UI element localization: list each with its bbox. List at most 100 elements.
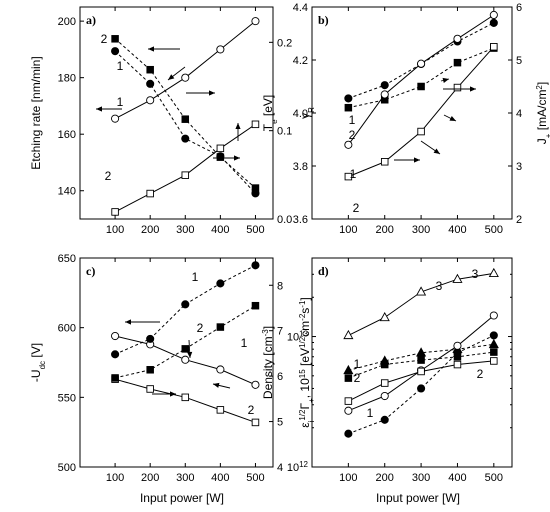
curve-label: 2 — [248, 403, 255, 417]
data-point — [111, 208, 119, 216]
data-point — [344, 94, 353, 103]
y-tick-label-right: 4 — [516, 108, 522, 120]
plot-frame — [79, 6, 274, 220]
curve-label: 2 — [477, 367, 484, 381]
data-point — [344, 374, 353, 382]
y-tick-label-left: 550 — [58, 392, 76, 404]
data-point — [146, 79, 155, 88]
data-point — [379, 311, 390, 322]
data-point — [417, 356, 425, 364]
y-tick-label-left: 3.8 — [293, 161, 308, 173]
data-point — [251, 418, 260, 427]
data-point — [490, 348, 498, 356]
series-line — [348, 272, 494, 336]
arrow-head — [209, 90, 215, 96]
data-point — [216, 45, 225, 54]
data-point — [251, 184, 260, 192]
y-axis-title-left: Etching rate [nm/min] — [29, 56, 43, 169]
data-point — [146, 96, 155, 105]
y-tick-label-left: 140 — [58, 186, 76, 198]
data-point — [417, 367, 425, 376]
y-tick-label-left: 180 — [58, 73, 76, 85]
data-point — [488, 338, 499, 349]
data-point — [181, 115, 190, 123]
data-point — [181, 345, 190, 353]
x-tick-label: 500 — [485, 472, 503, 484]
y-tick-label-left: 1012 — [287, 460, 309, 475]
y-axis-title-left: -Udc [V] — [29, 343, 47, 382]
y-tick-label-right: 0.1 — [277, 126, 292, 138]
y-tick-label-left: 3.6 — [293, 214, 308, 226]
curve-label: 1 — [367, 406, 374, 420]
arrow-head — [170, 391, 176, 397]
arrow-head — [213, 382, 220, 388]
arrow-head — [234, 155, 240, 161]
x-tick-label: 100 — [106, 472, 124, 484]
y-tick-label-right: 4 — [277, 462, 283, 474]
data-point — [453, 353, 462, 361]
arrow-head — [187, 351, 193, 358]
data-point — [344, 429, 353, 438]
y-tick-label-left: 650 — [58, 253, 76, 265]
series-line — [114, 305, 256, 379]
data-point — [146, 366, 154, 374]
y-tick-label-right: 3 — [516, 161, 522, 173]
arrow-head — [125, 319, 131, 325]
data-point — [181, 355, 190, 364]
curve-label: 1 — [350, 167, 357, 181]
plot-frame — [311, 6, 513, 220]
panel-letter: a) — [86, 13, 96, 27]
data-point — [146, 334, 155, 343]
y-axis-title-right: J+ [mA/cm2] — [535, 82, 550, 144]
panel-a: 100 200 300 400 500 140 160 180 200 0.0 0.1 0.2 a) Et… — [29, 6, 316, 236]
data-point — [111, 331, 120, 341]
curve-label: 1 — [241, 336, 248, 350]
data-point — [380, 90, 389, 99]
data-point — [452, 273, 463, 283]
data-point — [380, 379, 389, 387]
data-point — [146, 385, 154, 393]
y-tick-label-right: 6 — [516, 2, 522, 14]
data-point — [111, 35, 119, 43]
data-point — [453, 83, 462, 92]
data-point — [146, 189, 154, 198]
plot-frame — [311, 257, 513, 468]
x-tick-label: 400 — [211, 224, 229, 236]
series-line — [348, 334, 495, 435]
data-point — [488, 267, 499, 278]
y-tick-label-left: 600 — [58, 323, 76, 335]
data-point — [490, 357, 498, 365]
data-point — [453, 58, 462, 67]
y-tick-label-right: 7 — [277, 326, 283, 338]
y-axis-title-left: Te [eV] — [261, 95, 279, 131]
x-tick-label: 200 — [376, 472, 394, 484]
x-tick-label: 200 — [141, 472, 159, 484]
curve-label: 2 — [349, 128, 356, 142]
data-point — [111, 350, 120, 359]
y-tick-label-right: 5 — [277, 417, 283, 429]
data-point — [251, 261, 260, 270]
y-tick-label-left: 4.0 — [293, 108, 308, 120]
arrow-head — [414, 157, 420, 163]
x-tick-label: 400 — [448, 224, 466, 236]
y-tick-label-right: 8 — [277, 280, 283, 292]
y-tick-label-left: 1013 — [287, 329, 309, 344]
data-point — [146, 65, 154, 74]
curve-label: 3 — [472, 267, 479, 281]
data-point — [380, 81, 389, 90]
data-point — [416, 286, 427, 296]
y-tick-label-left: 4.4 — [293, 2, 308, 14]
arrow-head — [96, 106, 102, 112]
arrow-head — [168, 74, 175, 80]
y-tick-label-left: 160 — [58, 129, 76, 141]
data-point — [216, 323, 225, 331]
curve-label: 1 — [354, 357, 361, 371]
x-tick-label: 300 — [412, 472, 430, 484]
data-point — [344, 406, 353, 415]
data-point — [453, 341, 462, 350]
series-line — [348, 343, 494, 371]
curve-label: 2 — [197, 321, 204, 335]
data-point — [181, 73, 190, 82]
plot-frame — [79, 257, 274, 468]
